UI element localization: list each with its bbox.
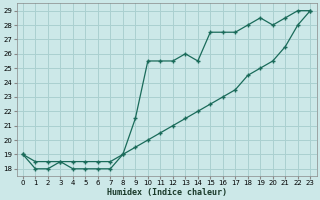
X-axis label: Humidex (Indice chaleur): Humidex (Indice chaleur) xyxy=(107,188,227,197)
